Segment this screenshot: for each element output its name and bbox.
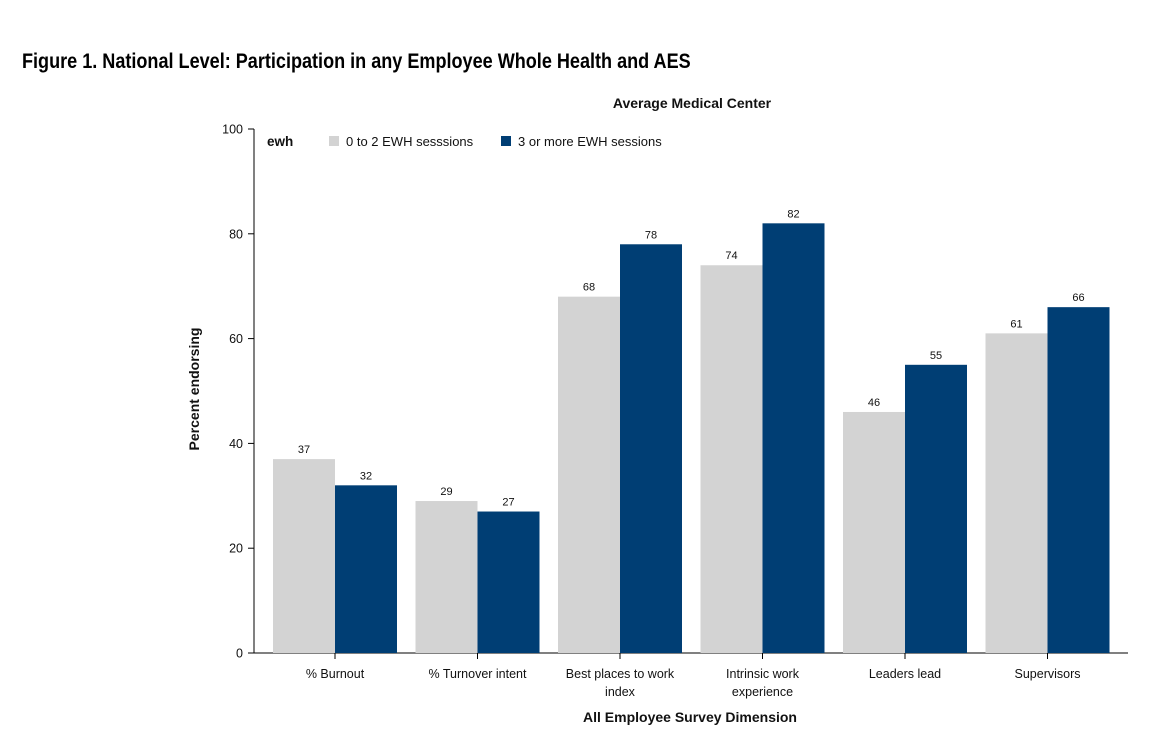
data-label: 74 — [725, 250, 737, 262]
x-tick-label-line: % Burnout — [306, 667, 365, 681]
legend-swatch — [501, 136, 511, 146]
y-tick-label: 0 — [236, 647, 243, 661]
x-axis-title: All Employee Survey Dimension — [583, 709, 797, 725]
x-tick-label-line: Intrinsic work — [726, 667, 800, 681]
data-label: 37 — [298, 444, 310, 456]
x-tick-label-line: Supervisors — [1015, 667, 1081, 681]
y-tick-label: 60 — [229, 332, 243, 346]
bar — [415, 501, 478, 653]
x-tick-label-line: Best places to work — [566, 667, 675, 681]
data-label: 32 — [360, 470, 372, 482]
y-tick-label: 100 — [222, 123, 243, 137]
x-tick-label-line: Leaders lead — [869, 667, 941, 681]
x-tick-label: % Turnover intent — [429, 667, 527, 681]
data-label: 78 — [645, 229, 657, 241]
legend-label: 3 or more EWH sessions — [518, 134, 662, 149]
x-tick-label-line: index — [605, 685, 636, 699]
y-tick-label: 40 — [229, 437, 243, 451]
bar — [905, 364, 967, 653]
bars — [273, 223, 1110, 653]
data-label: 68 — [583, 282, 595, 294]
legend-title: ewh — [267, 134, 293, 149]
y-tick-label: 80 — [229, 227, 243, 241]
x-tick-label: % Burnout — [306, 667, 365, 681]
x-tick-label: Leaders lead — [869, 667, 941, 681]
y-tick-label: 20 — [229, 542, 243, 556]
legend-swatch — [329, 136, 339, 146]
bar — [558, 296, 620, 653]
x-tick-label: Best places to work index — [566, 667, 675, 699]
y-axis-title: Percent endorsing — [186, 328, 202, 451]
x-tick-label: Intrinsic work experience — [726, 667, 800, 699]
bar — [1047, 307, 1110, 653]
data-label: 61 — [1010, 318, 1022, 330]
legend-label: 0 to 2 EWH sesssions — [346, 134, 474, 149]
bar — [843, 411, 905, 653]
figure-title: Figure 1. National Level: Participation … — [22, 50, 691, 73]
bar — [700, 265, 763, 653]
data-label: 66 — [1072, 292, 1084, 304]
data-label: 46 — [868, 397, 880, 409]
data-label: 27 — [502, 497, 514, 509]
x-tick-label-line: experience — [732, 685, 793, 699]
data-label: 82 — [787, 208, 799, 220]
bar — [762, 223, 825, 653]
data-label: 29 — [440, 486, 452, 498]
data-labels: 37 32 29 27 68 78 74 82 46 55 61 66 — [298, 208, 1085, 508]
y-axis: 0 20 40 60 80 100 — [222, 123, 255, 661]
x-tick-label-line: % Turnover intent — [429, 667, 527, 681]
legend: ewh 0 to 2 EWH sesssions 3 or more EWH ses… — [267, 134, 662, 149]
bar — [985, 333, 1048, 653]
x-axis: % Burnout % Turnover intent Best places to… — [254, 652, 1128, 699]
bar — [273, 459, 335, 653]
chart-title: Average Medical Center — [613, 95, 772, 111]
data-label: 55 — [930, 350, 942, 362]
bar — [620, 244, 682, 653]
bar — [477, 511, 540, 653]
x-tick-label: Supervisors — [1015, 667, 1081, 681]
bar — [335, 485, 397, 653]
